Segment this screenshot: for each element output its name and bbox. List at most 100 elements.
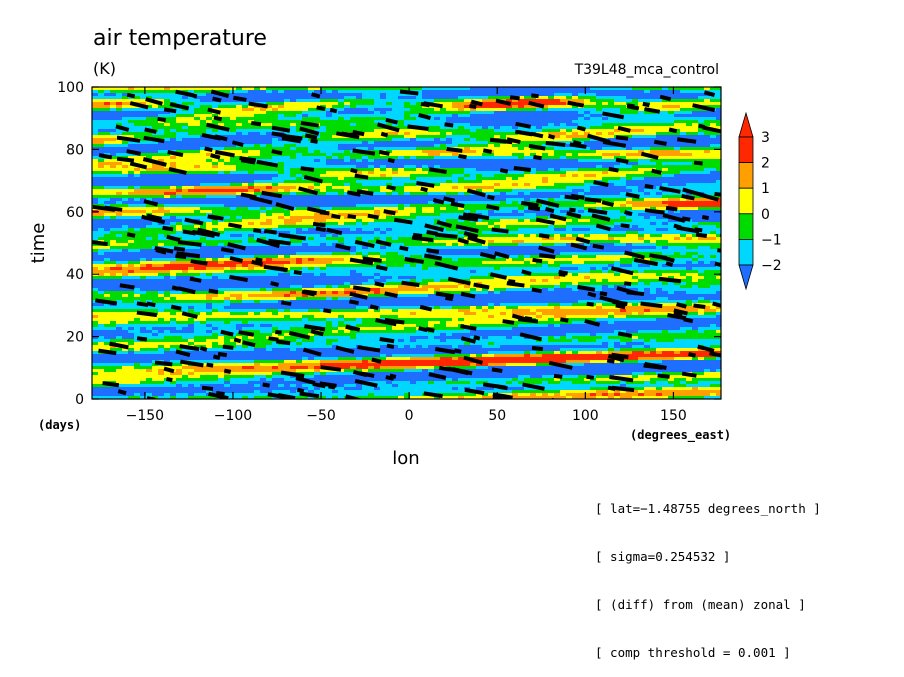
field-cell xyxy=(440,144,447,148)
field-cell xyxy=(116,144,123,148)
field-cell xyxy=(182,144,189,148)
field-cell xyxy=(710,186,717,190)
field-cell xyxy=(350,171,357,175)
field-cell xyxy=(92,219,99,223)
field-cell xyxy=(590,99,597,103)
field-cell xyxy=(542,99,549,103)
field-cell xyxy=(596,195,603,199)
field-cell xyxy=(608,153,615,157)
field-cell xyxy=(494,159,501,163)
field-cell xyxy=(338,222,345,226)
field-cell xyxy=(548,192,555,196)
field-cell xyxy=(416,117,423,121)
field-cell xyxy=(500,135,507,139)
field-cell xyxy=(302,183,309,187)
field-cell xyxy=(452,99,459,103)
field-cell xyxy=(206,102,213,106)
field-cell xyxy=(254,141,261,145)
field-cell xyxy=(260,222,267,226)
field-cell xyxy=(410,96,417,100)
field-cell xyxy=(716,213,721,217)
field-cell xyxy=(356,183,363,187)
field-cell xyxy=(488,225,495,229)
field-cell xyxy=(170,177,177,181)
field-cell xyxy=(230,207,237,211)
field-cell xyxy=(350,198,357,202)
field-cell xyxy=(206,117,213,121)
field-cell xyxy=(506,186,513,190)
field-cell xyxy=(692,87,699,91)
field-cell xyxy=(602,150,609,154)
field-cell xyxy=(548,96,555,100)
field-cell xyxy=(404,198,411,202)
field-cell xyxy=(332,93,339,97)
field-cell xyxy=(596,150,603,154)
field-cell xyxy=(224,222,231,226)
field-cell xyxy=(464,126,471,130)
field-cell xyxy=(716,198,721,202)
field-cell xyxy=(266,87,273,91)
field-cell xyxy=(452,219,459,223)
field-cell xyxy=(440,141,447,145)
field-cell xyxy=(236,153,243,157)
field-cell xyxy=(566,189,573,193)
field-cell xyxy=(236,213,243,217)
field-cell xyxy=(98,108,105,112)
field-cell xyxy=(170,162,177,166)
field-cell xyxy=(128,228,135,232)
field-cell xyxy=(446,99,453,103)
field-cell xyxy=(668,90,675,94)
field-cell xyxy=(308,114,315,118)
field-cell xyxy=(314,144,321,148)
field-cell xyxy=(566,126,573,130)
field-cell xyxy=(446,150,453,154)
field-cell xyxy=(266,207,273,211)
chart-title: air temperature xyxy=(93,26,267,51)
field-cell xyxy=(362,99,369,103)
field-cell xyxy=(464,123,471,127)
field-cell xyxy=(572,168,579,172)
field-cell xyxy=(386,195,393,199)
field-cell xyxy=(440,93,447,97)
field-cell xyxy=(302,99,309,103)
field-cell xyxy=(686,213,693,217)
field-cell xyxy=(218,120,225,124)
field-cell xyxy=(146,102,153,106)
field-cell xyxy=(446,120,453,124)
field-cell xyxy=(404,141,411,145)
field-cell xyxy=(692,150,699,154)
field-cell xyxy=(554,219,561,223)
field-cell xyxy=(284,141,291,145)
field-cell xyxy=(194,138,201,142)
field-cell xyxy=(146,144,153,148)
field-cell xyxy=(266,102,273,106)
field-cell xyxy=(650,186,657,190)
field-cell xyxy=(386,108,393,112)
field-cell xyxy=(518,105,525,109)
field-cell xyxy=(266,150,273,154)
field-cell xyxy=(470,120,477,124)
field-cell xyxy=(350,102,357,106)
field-cell xyxy=(152,174,159,178)
field-cell xyxy=(338,123,345,127)
field-cell xyxy=(164,168,171,172)
field-cell xyxy=(200,156,207,160)
field-cell xyxy=(680,165,687,169)
field-cell xyxy=(470,183,477,187)
field-cell xyxy=(188,108,195,112)
field-cell xyxy=(584,114,591,118)
field-cell xyxy=(290,126,297,130)
field-cell xyxy=(188,120,195,124)
field-cell xyxy=(146,207,153,211)
field-cell xyxy=(212,147,219,151)
field-cell xyxy=(698,207,705,211)
field-cell xyxy=(488,129,495,133)
field-cell xyxy=(140,123,147,127)
field-cell xyxy=(614,189,621,193)
field-cell xyxy=(446,90,453,94)
field-cell xyxy=(182,198,189,202)
field-cell xyxy=(566,183,573,187)
field-cell xyxy=(152,111,159,115)
field-cell xyxy=(98,192,105,196)
field-cell xyxy=(554,150,561,154)
